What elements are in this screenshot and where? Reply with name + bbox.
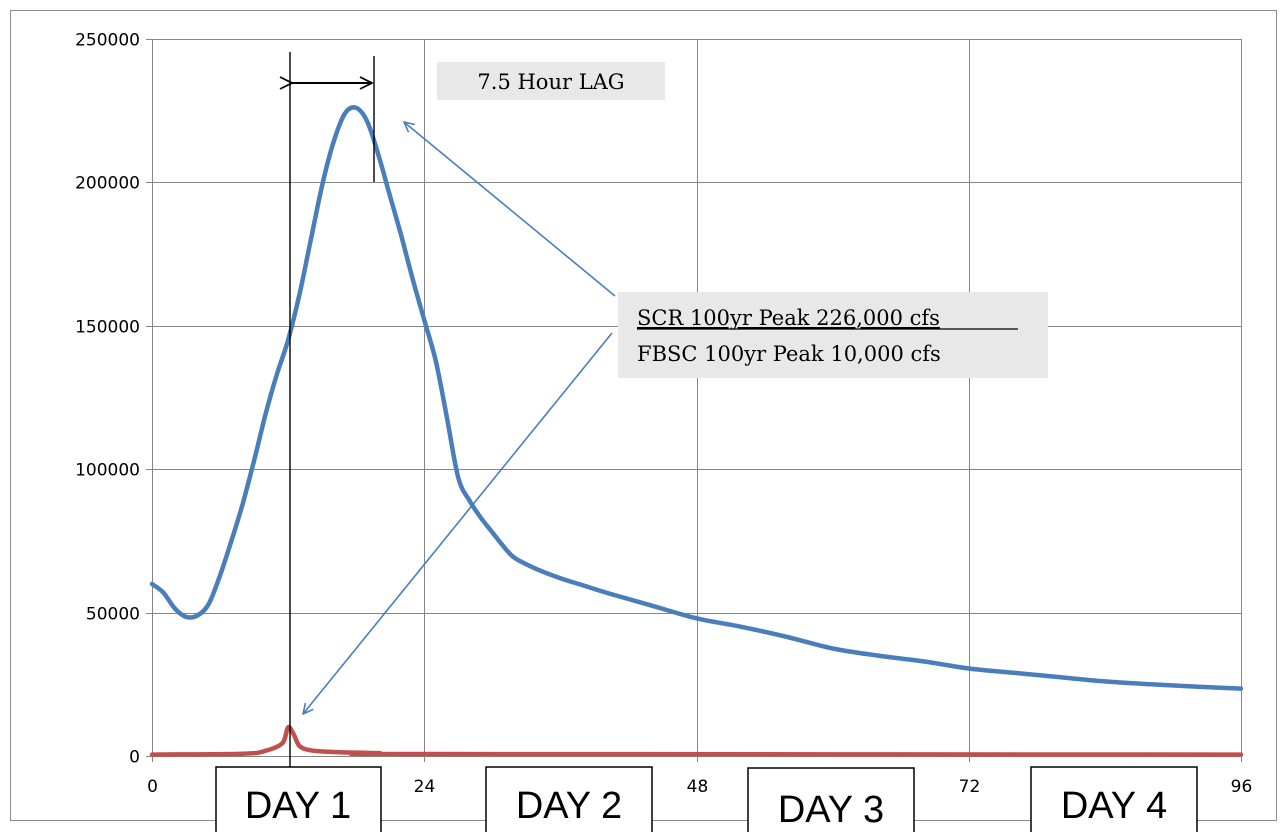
peak-callout-box	[618, 292, 1048, 378]
y-tick-label: 50000	[86, 605, 140, 625]
x-tick-label: 24	[414, 777, 436, 797]
scr-peak-label: SCR 100yr Peak 226,000 cfs	[637, 306, 940, 330]
day1-label: DAY 1	[245, 785, 351, 827]
day4-box	[1030, 766, 1198, 832]
gridlines	[152, 39, 1242, 756]
y-tick-label: 150000	[75, 318, 140, 338]
fbsc-callout-arrow	[303, 332, 613, 714]
day3-label: DAY 3	[778, 789, 884, 831]
y-tick-label: 0	[129, 748, 140, 768]
series-line-2	[149, 724, 1244, 757]
lag-label-box	[437, 62, 665, 100]
lag-label: 7.5 Hour LAG	[477, 70, 624, 94]
series-lines	[149, 105, 1244, 757]
scr-callout-arrow	[404, 122, 616, 297]
chart-area-border	[10, 10, 1277, 821]
series-line-1	[149, 105, 1244, 691]
day2-box	[485, 766, 653, 832]
x-tick-label: 72	[959, 777, 981, 797]
x-tick-label: 0	[147, 777, 158, 797]
x-tick-label: 48	[687, 777, 709, 797]
y-tick-label: 200000	[75, 174, 140, 194]
x-tick-label: 96	[1231, 777, 1253, 797]
y-tick-label: 250000	[75, 31, 140, 51]
fbsc-peak-label: FBSC 100yr Peak 10,000 cfs	[637, 342, 941, 366]
day4-label: DAY 4	[1061, 785, 1167, 827]
day1-box	[215, 766, 382, 832]
axes: 0 50000 100000 150000 200000 250000 0 24 48 72 96	[75, 31, 1252, 798]
day2-label: DAY 2	[516, 785, 622, 827]
day3-box	[747, 767, 915, 832]
y-tick-label: 100000	[75, 461, 140, 481]
